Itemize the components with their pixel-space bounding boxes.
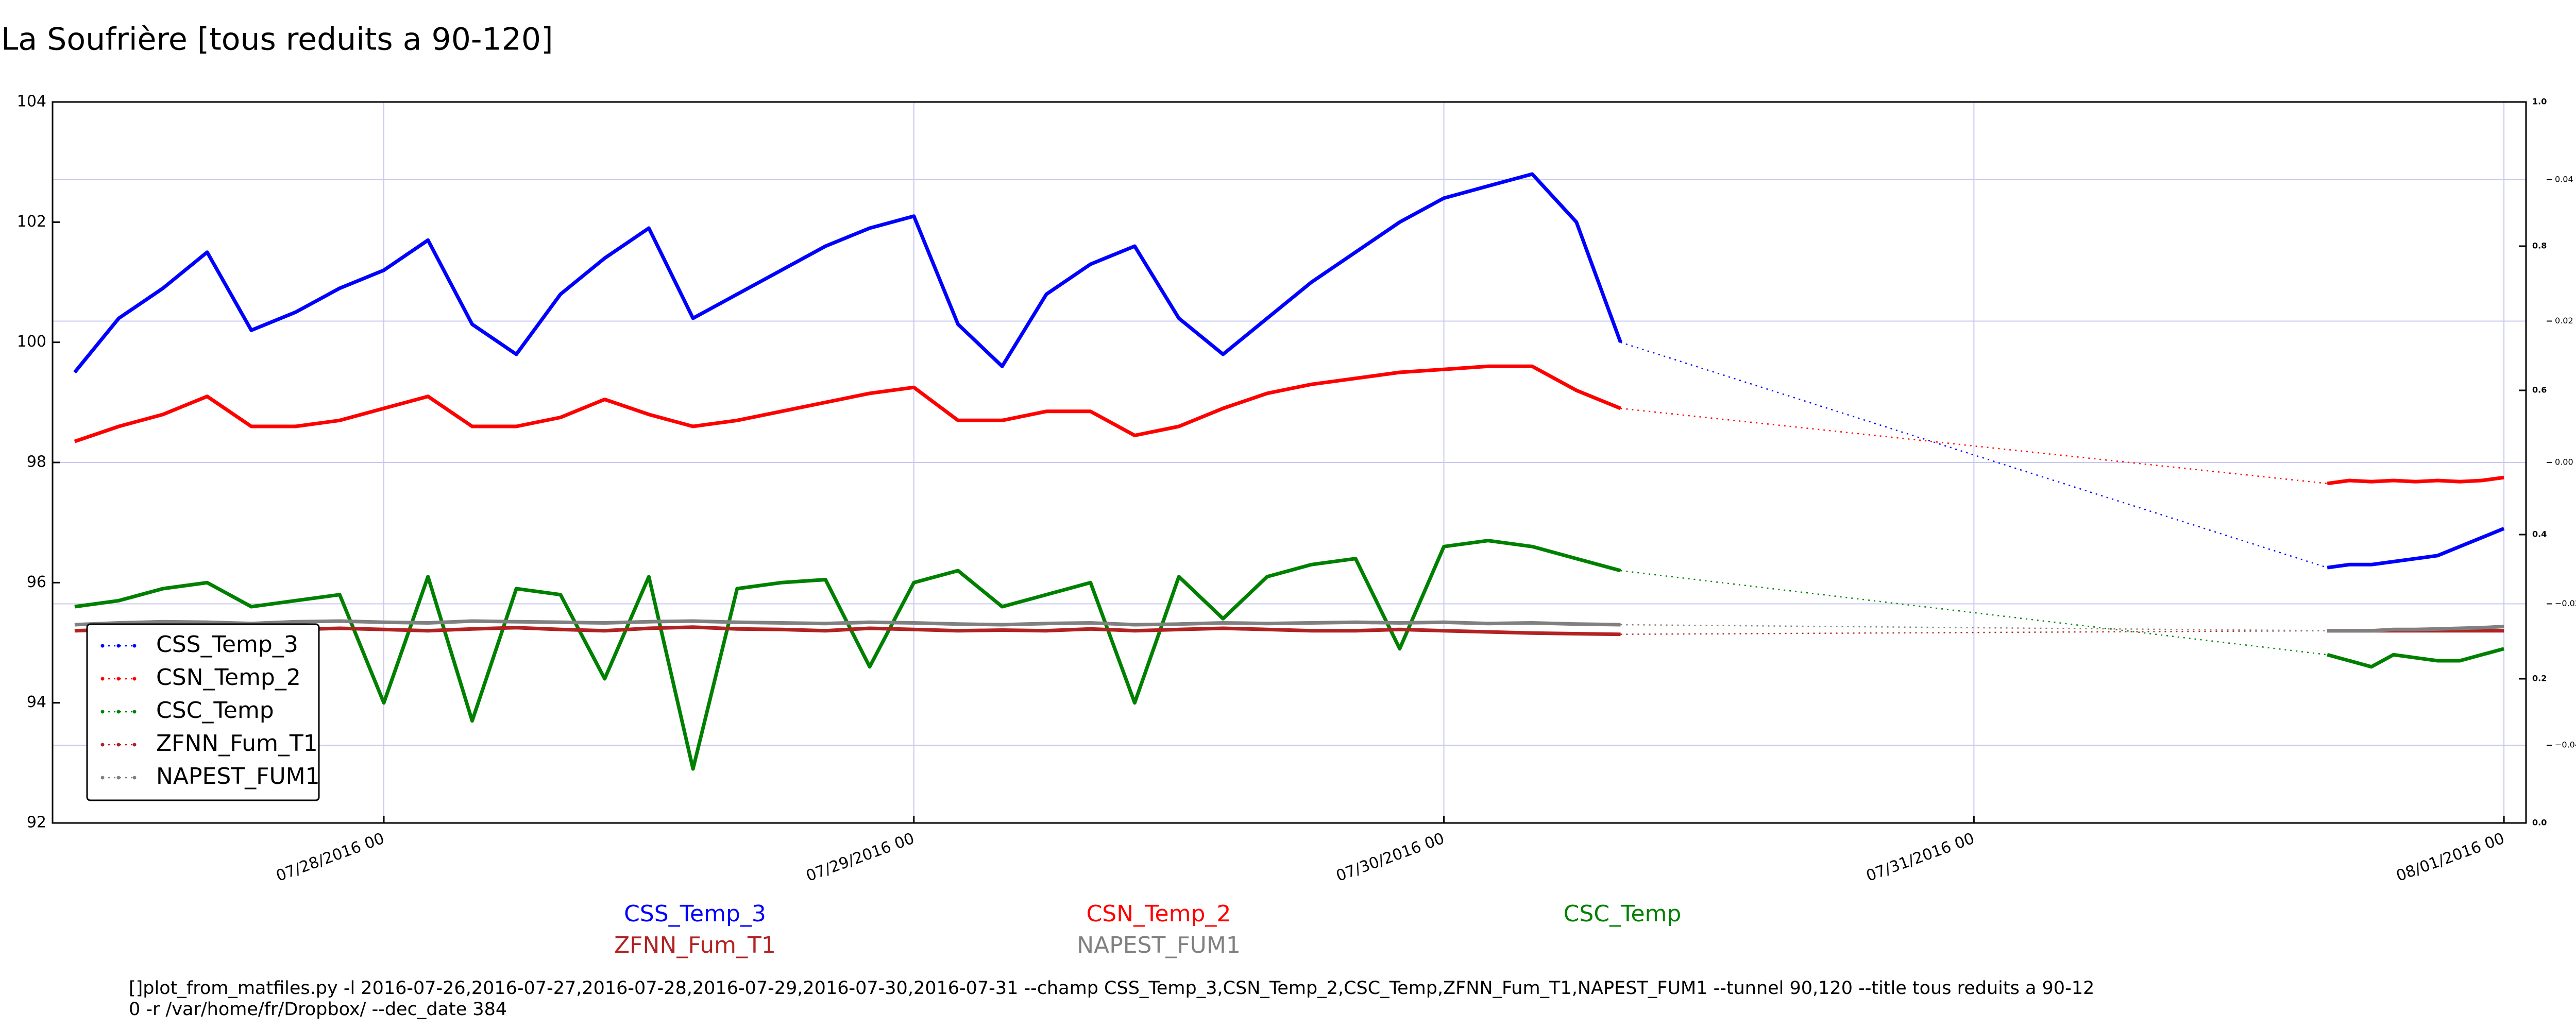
legend-marker — [100, 710, 105, 714]
y-tick-label: 104 — [17, 93, 46, 111]
series-line — [74, 625, 1621, 637]
y2-tick-label: 0.6 — [2532, 385, 2547, 395]
y2-tick-label: 0.4 — [2532, 529, 2547, 539]
legend-box — [86, 623, 320, 801]
legend-marker — [116, 644, 121, 648]
y2-tick-label: 0.0 — [2532, 818, 2547, 828]
legend-marker — [100, 776, 105, 780]
series-line — [2327, 647, 2505, 669]
series-caption: CSS_Temp_3 — [624, 901, 766, 927]
x-tick-label: 07/30/2016 00 — [1334, 830, 1447, 885]
y-tick-label: 102 — [17, 213, 46, 231]
series-caption: NAPEST_FUM1 — [1077, 932, 1241, 958]
chart-title: La Soufrière [tous reduits a 90-120] — [1, 22, 553, 58]
legend-label: CSS_Temp_3 — [156, 631, 298, 658]
y3-tick-label: −0.04 — [2555, 740, 2576, 750]
x-tick-label: 08/01/2016 00 — [2394, 830, 2506, 885]
series-line — [2327, 475, 2504, 486]
y3-tick-label: 0.00 — [2555, 457, 2573, 467]
legend-label: CSC_Temp — [156, 697, 274, 724]
legend-marker — [132, 710, 137, 714]
legend-marker — [116, 776, 121, 780]
y3-tick-label: −0.02 — [2555, 598, 2576, 608]
legend-marker — [132, 743, 137, 747]
legend-marker — [116, 677, 121, 681]
y2-tick-label: 0.8 — [2532, 241, 2547, 251]
x-tick-label: 07/28/2016 00 — [274, 830, 386, 885]
y-tick-label: 100 — [17, 333, 46, 351]
y-tick-label: 98 — [27, 453, 46, 471]
command-line: []plot_from_matfiles.py -l 2016-07-26,20… — [129, 978, 2094, 999]
series-line — [73, 172, 1622, 374]
legend-marker — [100, 644, 105, 648]
y-tick-label: 94 — [27, 693, 46, 711]
legend-marker — [100, 677, 105, 681]
legend-marker — [116, 710, 121, 714]
series-line — [74, 364, 1621, 443]
legend-marker — [132, 644, 137, 648]
x-tick-label: 07/31/2016 00 — [1864, 830, 1977, 885]
series-line — [2327, 527, 2505, 570]
y3-tick-label: 0.02 — [2555, 316, 2573, 325]
legend-marker — [100, 743, 105, 747]
y-tick-label: 96 — [27, 573, 46, 591]
y2-tick-label: 0.2 — [2532, 674, 2547, 683]
series-line — [2327, 625, 2504, 633]
series-caption: CSC_Temp — [1564, 901, 1682, 927]
legend-marker — [132, 677, 137, 681]
gap-connector — [1620, 341, 2328, 569]
series-line — [74, 619, 1621, 627]
y-tick-label: 92 — [27, 814, 46, 832]
x-tick-label: 07/29/2016 00 — [804, 830, 917, 885]
y2-tick-label: 1.0 — [2532, 97, 2547, 107]
legend-label: NAPEST_FUM1 — [156, 763, 320, 789]
legend-marker — [116, 743, 121, 747]
legend-marker — [132, 776, 137, 780]
legend-label: CSN_Temp_2 — [156, 664, 301, 691]
legend-label: ZFNN_Fum_T1 — [156, 730, 318, 757]
y3-tick-label: 0.04 — [2555, 174, 2573, 184]
command-line: 0 -r /var/home/fr/Dropbox/ --dec_date 38… — [129, 999, 507, 1020]
series-caption: CSN_Temp_2 — [1087, 901, 1231, 927]
series-caption: ZFNN_Fum_T1 — [614, 932, 776, 958]
